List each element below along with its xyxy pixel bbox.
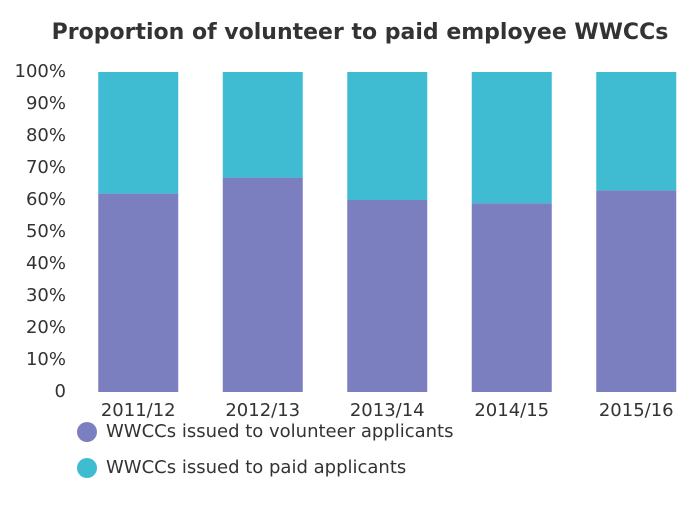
y-tick-label: 80% xyxy=(26,125,66,146)
y-tick-label: 30% xyxy=(26,285,66,306)
y-tick-label: 20% xyxy=(26,317,66,338)
y-tick-label: 70% xyxy=(26,157,66,178)
x-tick-label: 2013/14 xyxy=(350,400,425,421)
y-tick-label: 50% xyxy=(26,221,66,242)
x-tick-label: 2015/16 xyxy=(599,400,674,421)
bar-segment xyxy=(347,200,428,392)
y-tick-label: 90% xyxy=(26,93,66,114)
y-tick-label: 60% xyxy=(26,189,66,210)
x-tick-label: 2011/12 xyxy=(101,400,176,421)
legend-swatch xyxy=(77,458,97,478)
x-tick-label: 2014/15 xyxy=(474,400,549,421)
x-tick-label: 2012/13 xyxy=(225,400,300,421)
legend-swatch xyxy=(77,422,97,442)
y-tick-label: 10% xyxy=(26,349,66,370)
y-tick-label: 0 xyxy=(55,381,66,402)
chart-title: Proportion of volunteer to paid employee… xyxy=(52,20,669,45)
bar-segment xyxy=(98,72,179,194)
bar-segment xyxy=(596,72,677,191)
legend-label: WWCCs issued to volunteer applicants xyxy=(106,421,453,442)
bar-segment xyxy=(596,190,677,392)
bar-segment xyxy=(471,72,552,204)
y-tick-label: 100% xyxy=(15,61,66,82)
legend-label: WWCCs issued to paid applicants xyxy=(106,457,406,478)
bar-segment xyxy=(222,72,303,178)
y-tick-label: 40% xyxy=(26,253,66,274)
bar-segment xyxy=(98,193,179,392)
bar-segment xyxy=(347,72,428,200)
bar-segment xyxy=(471,203,552,392)
bar-segment xyxy=(222,177,303,392)
